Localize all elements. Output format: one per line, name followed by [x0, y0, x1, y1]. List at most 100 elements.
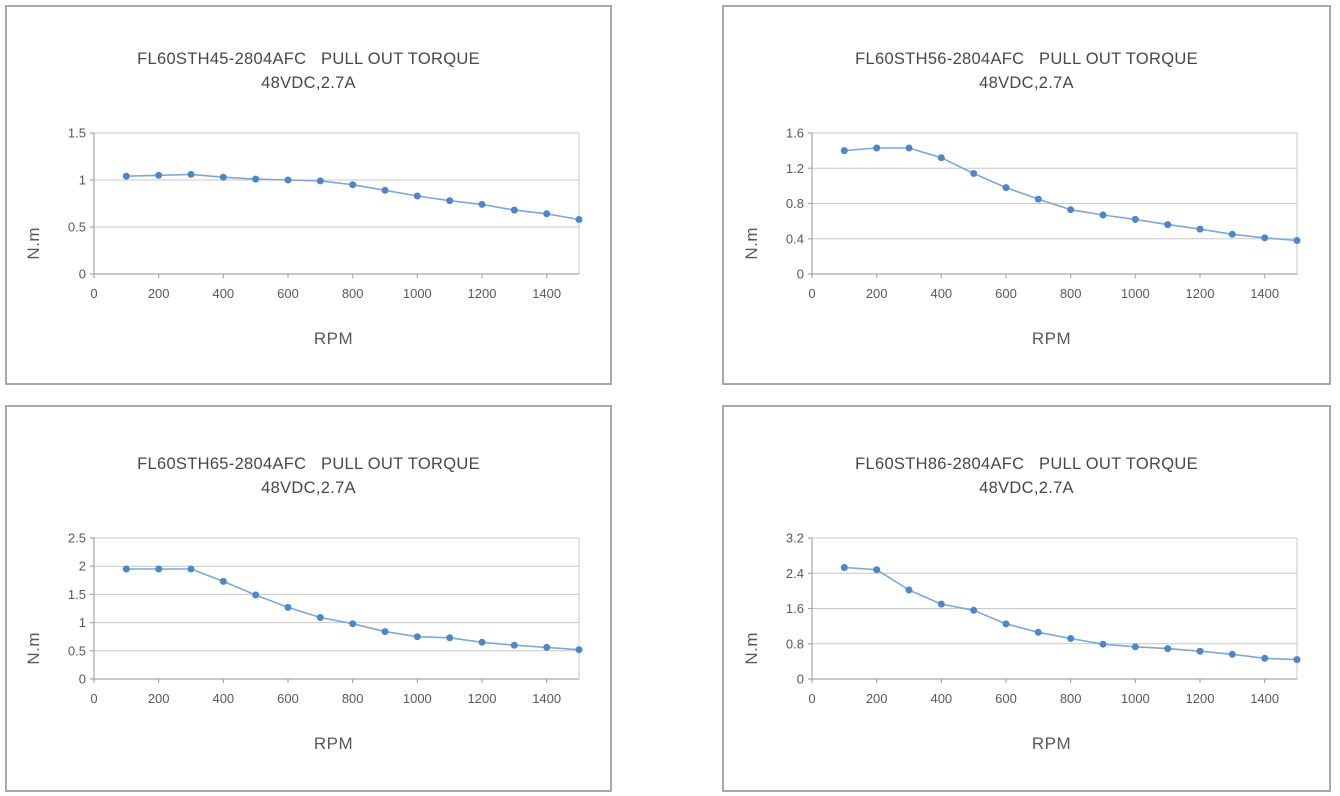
chart-body: N.m 0 0.8 1.6 2.4 3.2 0 200 400 600 800 1000 1200 14… — [742, 530, 1311, 730]
y-axis-label: N.m — [742, 631, 761, 665]
torque-curve-chart: 0 0.4 0.8 1.2 1.6 0 200 400 600 800 1000 1200 1400 — [786, 126, 1301, 301]
torque-curve-chart: 0 0.5 1 1.5 2 2.5 0 200 400 600 800 1000 1200 1400 — [68, 531, 583, 706]
chart-title: FL60STH86-2804AFC PULL OUT TORQUE — [855, 455, 1198, 473]
y-tick-label: 0.8 — [786, 196, 804, 211]
y-tick-label: 0 — [79, 672, 86, 687]
x-tick-label: 400 — [930, 286, 952, 301]
data-point-marker — [1293, 237, 1301, 244]
data-point-marker — [970, 606, 978, 614]
y-tick-label: 2 — [79, 559, 86, 574]
y-tick-label: 0.5 — [68, 220, 86, 235]
data-point-marker — [937, 600, 945, 608]
chart-body: N.m 0 0.4 0.8 1.2 1.6 0 200 400 600 800 1000 1200 14… — [742, 125, 1311, 325]
data-point-marker — [478, 638, 486, 646]
data-point-marker — [1034, 195, 1042, 203]
data-point-marker — [1002, 184, 1010, 192]
data-point-marker — [1099, 211, 1107, 219]
y-axis-label: N.m — [742, 226, 761, 260]
data-point-marker — [510, 641, 518, 649]
y-tick-label: 1 — [79, 615, 86, 630]
x-tick-label: 400 — [930, 691, 952, 706]
data-point-marker — [543, 643, 551, 651]
x-tick-label: 400 — [212, 286, 234, 301]
data-point-marker — [316, 177, 324, 185]
x-tick-label: 200 — [866, 691, 888, 706]
y-tick-label: 0.5 — [68, 643, 86, 658]
y-tick-label: 1.6 — [786, 126, 804, 141]
x-tick-label: 0 — [808, 691, 815, 706]
data-point-marker — [1099, 640, 1107, 648]
data-point-marker — [873, 144, 881, 152]
data-point-marker — [1196, 225, 1204, 233]
data-point-marker — [1131, 643, 1139, 651]
data-point-marker — [413, 633, 421, 641]
chart-title: FL60STH65-2804AFC PULL OUT TORQUE — [137, 455, 480, 473]
torque-series-line — [843, 147, 1298, 242]
x-tick-label: 600 — [995, 286, 1017, 301]
chart-subtitle: 48VDC,2.7A — [979, 74, 1074, 92]
data-point-marker — [187, 170, 195, 178]
x-tick-label: 1000 — [1121, 286, 1150, 301]
data-point-marker — [155, 565, 163, 573]
y-tick-label: 2.5 — [68, 531, 86, 546]
x-tick-label: 1000 — [403, 286, 432, 301]
data-point-marker — [575, 216, 583, 223]
data-point-marker — [252, 591, 260, 599]
data-point-marker — [1067, 206, 1075, 214]
x-tick-label: 800 — [1060, 286, 1082, 301]
x-tick-label: 1400 — [1250, 691, 1279, 706]
data-point-marker — [840, 564, 848, 571]
y-tick-label: 1.2 — [786, 161, 804, 176]
chart-subtitle: 48VDC,2.7A — [261, 74, 356, 92]
y-axis-label: N.m — [24, 631, 43, 665]
data-point-marker — [1067, 635, 1075, 642]
y-tick-label: 0.4 — [786, 231, 804, 246]
data-point-marker — [575, 646, 583, 654]
torque-curve-chart: 0 0.8 1.6 2.4 3.2 0 200 400 600 800 1000 1200 1400 — [786, 531, 1301, 706]
x-tick-label: 1400 — [1250, 286, 1279, 301]
data-point-marker — [284, 176, 292, 184]
x-axis-label: RPM — [313, 329, 354, 348]
data-point-marker — [1164, 645, 1172, 653]
data-point-marker — [122, 172, 130, 180]
x-tick-label: 1000 — [1121, 691, 1150, 706]
x-tick-label: 1200 — [468, 286, 497, 301]
chart-body: N.m 0 0.5 1 1.5 0 200 400 600 800 1000 1200 1400 — [24, 125, 593, 325]
data-point-marker — [478, 200, 486, 208]
x-tick-label: 200 — [866, 286, 888, 301]
data-point-marker — [510, 206, 518, 214]
y-tick-label: 3.2 — [786, 531, 804, 546]
torque-series-line — [843, 566, 1298, 661]
x-axis-label: RPM — [1031, 734, 1072, 753]
chart-subtitle: 48VDC,2.7A — [979, 479, 1074, 497]
data-point-marker — [284, 603, 292, 611]
x-tick-label: 1400 — [532, 691, 561, 706]
data-point-marker — [1261, 234, 1269, 242]
torque-series-line — [125, 173, 580, 221]
data-point-marker — [155, 171, 163, 179]
y-tick-label: 0 — [79, 267, 86, 282]
x-tick-label: 200 — [148, 691, 170, 706]
data-point-marker — [1164, 221, 1172, 229]
data-point-marker — [937, 154, 945, 162]
x-tick-label: 1200 — [468, 691, 497, 706]
x-tick-label: 1200 — [1186, 286, 1215, 301]
data-point-marker — [1293, 656, 1301, 664]
chart-title: FL60STH56-2804AFC PULL OUT TORQUE — [855, 50, 1198, 68]
x-tick-label: 200 — [148, 286, 170, 301]
data-point-marker — [381, 186, 389, 194]
x-tick-label: 1400 — [532, 286, 561, 301]
y-tick-label: 0.8 — [786, 636, 804, 651]
data-point-marker — [970, 170, 978, 177]
data-point-marker — [1228, 650, 1236, 658]
data-point-marker — [905, 586, 913, 594]
y-tick-label: 1.5 — [68, 126, 86, 141]
y-tick-label: 2.4 — [786, 566, 804, 581]
y-axis-label: N.m — [24, 226, 43, 260]
x-tick-label: 600 — [995, 691, 1017, 706]
data-point-marker — [905, 144, 913, 152]
torque-curve-chart: 0 0.5 1 1.5 0 200 400 600 800 1000 1200 1400 — [68, 126, 583, 301]
y-tick-label: 1 — [79, 173, 86, 188]
data-point-marker — [1002, 620, 1010, 628]
x-tick-label: 0 — [90, 691, 97, 706]
